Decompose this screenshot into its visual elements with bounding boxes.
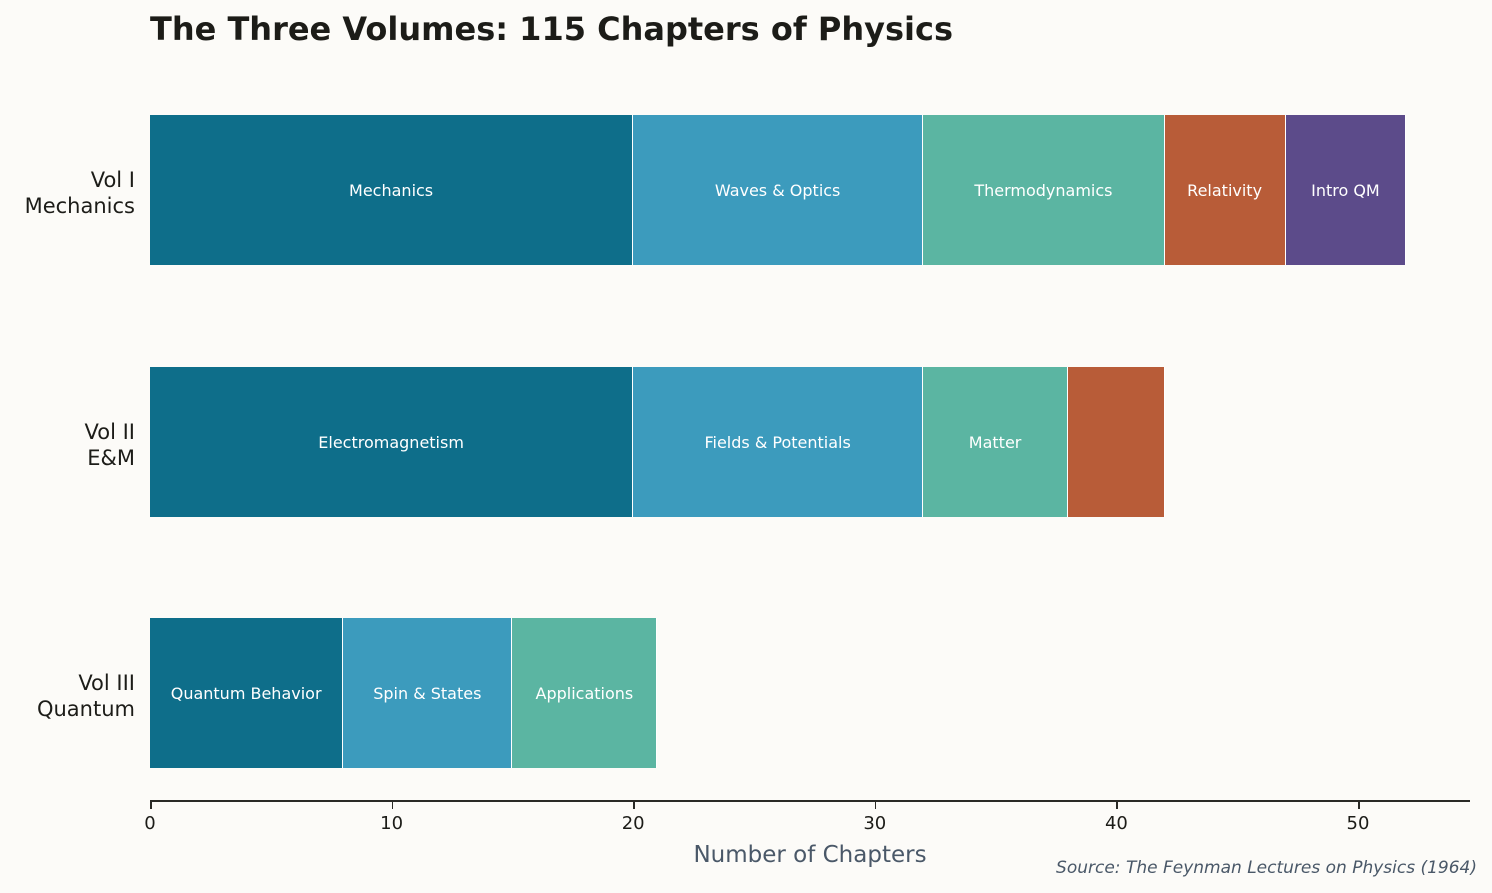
bar-segment: Electromagnetism	[150, 367, 634, 517]
bar-segment: Relativity	[1164, 115, 1286, 265]
segment-label: Waves & Optics	[714, 180, 841, 200]
segment-label: Intro QM	[1311, 180, 1380, 200]
source-annotation: Source: The Feynman Lectures on Physics …	[1056, 858, 1477, 878]
bar-segment	[1068, 367, 1165, 517]
plot-area: Mechanics Waves & Optics Thermodynamics Rel…	[150, 60, 1470, 800]
bar-segment: Fields & Potentials	[633, 367, 924, 517]
x-tick	[150, 802, 152, 809]
bar-segment: Quantum Behavior	[150, 618, 344, 768]
chart-title: The Three Volumes: 115 Chapters of Physi…	[150, 10, 954, 48]
bar-segment: Mechanics	[150, 115, 634, 265]
y-label-line: Quantum	[36, 697, 135, 721]
bar-segment: Spin & States	[343, 618, 513, 768]
segment-label: Quantum Behavior	[170, 683, 322, 703]
bar-segment: Matter	[923, 367, 1069, 517]
y-label-line: E&M	[87, 446, 135, 470]
segment-label: Thermodynamics	[974, 180, 1113, 200]
x-tick	[874, 802, 877, 809]
y-label-vol-2: Vol II E&M	[0, 419, 135, 471]
y-label-line: Vol III	[78, 671, 135, 695]
x-tick-label: 30	[863, 813, 887, 834]
segment-label: Electromagnetism	[318, 432, 464, 452]
x-tick	[1116, 802, 1118, 809]
segment-label: Spin & States	[373, 683, 482, 703]
y-label-line: Vol I	[90, 168, 135, 192]
x-tick-label: 40	[1104, 813, 1128, 834]
x-tick-label: 20	[621, 813, 645, 834]
bar-segment: Applications	[512, 618, 658, 768]
bar-segment: Intro QM	[1285, 115, 1407, 265]
segment-label: Mechanics	[349, 180, 434, 200]
y-label-line: Mechanics	[24, 194, 135, 218]
bar-segment: Thermodynamics	[923, 115, 1165, 265]
x-tick	[1358, 802, 1360, 809]
segment-label: Matter	[968, 432, 1022, 452]
x-tick	[391, 802, 394, 809]
x-axis-label: Number of Chapters	[693, 842, 927, 868]
x-axis-line	[150, 800, 1470, 802]
segment-label: Applications	[535, 683, 634, 703]
x-tick-label: 10	[380, 813, 404, 834]
y-label-vol-3: Vol III Quantum	[0, 670, 135, 722]
x-tick-label: 50	[1346, 813, 1370, 834]
bar-segment: Waves & Optics	[633, 115, 924, 265]
x-tick	[633, 802, 635, 809]
y-label-vol-1: Vol I Mechanics	[0, 167, 135, 219]
segment-label: Fields & Potentials	[704, 432, 851, 452]
y-label-line: Vol II	[84, 420, 135, 444]
segment-label: Relativity	[1187, 180, 1263, 200]
x-tick-label: 0	[144, 813, 156, 834]
